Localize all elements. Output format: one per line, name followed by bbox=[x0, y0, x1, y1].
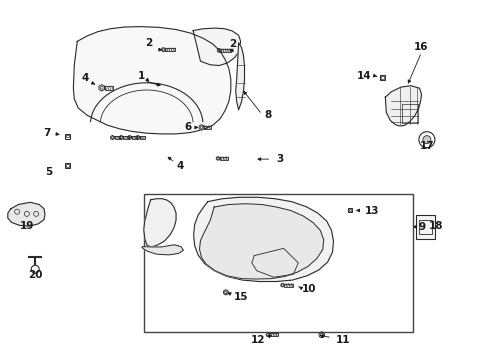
Bar bbox=[418, 220, 431, 234]
Bar bbox=[144, 194, 412, 332]
Text: 6: 6 bbox=[184, 122, 191, 132]
Text: 2: 2 bbox=[228, 39, 235, 49]
Text: 16: 16 bbox=[413, 42, 428, 52]
Polygon shape bbox=[143, 199, 176, 247]
Text: 4: 4 bbox=[81, 73, 89, 84]
Bar bbox=[379, 75, 384, 80]
Bar bbox=[140, 136, 145, 139]
Polygon shape bbox=[199, 204, 323, 279]
Bar bbox=[204, 126, 211, 129]
Polygon shape bbox=[8, 202, 45, 226]
Polygon shape bbox=[73, 27, 230, 134]
Bar bbox=[347, 208, 351, 212]
Polygon shape bbox=[235, 43, 244, 110]
Text: 11: 11 bbox=[335, 335, 349, 345]
Bar bbox=[104, 86, 113, 90]
Text: 15: 15 bbox=[233, 292, 248, 302]
Text: 7: 7 bbox=[42, 128, 50, 138]
Bar bbox=[165, 48, 175, 51]
Bar bbox=[66, 135, 69, 137]
Bar bbox=[380, 76, 383, 78]
Text: 20: 20 bbox=[28, 270, 42, 280]
Text: 1: 1 bbox=[138, 71, 145, 81]
Text: 17: 17 bbox=[419, 141, 433, 151]
Text: 19: 19 bbox=[20, 221, 34, 231]
Circle shape bbox=[422, 136, 430, 144]
Polygon shape bbox=[110, 135, 114, 140]
Text: 5: 5 bbox=[45, 167, 52, 177]
Bar bbox=[415, 215, 434, 239]
Text: 12: 12 bbox=[250, 335, 264, 345]
Text: 13: 13 bbox=[364, 206, 379, 216]
Text: 18: 18 bbox=[427, 221, 442, 231]
Text: 14: 14 bbox=[356, 71, 371, 81]
Bar bbox=[221, 49, 230, 52]
Bar bbox=[123, 136, 128, 139]
Polygon shape bbox=[142, 245, 183, 255]
Bar bbox=[401, 104, 417, 123]
Text: 10: 10 bbox=[302, 284, 316, 294]
Circle shape bbox=[31, 265, 39, 273]
Bar bbox=[131, 136, 137, 139]
Circle shape bbox=[418, 132, 434, 148]
Bar bbox=[219, 157, 228, 160]
Polygon shape bbox=[127, 135, 131, 140]
Polygon shape bbox=[119, 135, 123, 140]
Bar bbox=[114, 136, 120, 139]
Text: 9: 9 bbox=[417, 222, 425, 232]
Bar bbox=[65, 134, 70, 139]
Bar bbox=[65, 163, 70, 168]
Text: 4: 4 bbox=[176, 161, 183, 171]
Polygon shape bbox=[199, 125, 203, 130]
Polygon shape bbox=[136, 135, 140, 140]
Polygon shape bbox=[385, 86, 421, 126]
Bar bbox=[284, 284, 292, 287]
Text: 3: 3 bbox=[276, 154, 283, 164]
Polygon shape bbox=[99, 85, 104, 91]
Bar bbox=[66, 164, 69, 167]
Bar bbox=[348, 209, 350, 211]
Text: 2: 2 bbox=[145, 38, 152, 48]
Text: 8: 8 bbox=[264, 110, 271, 120]
Polygon shape bbox=[193, 28, 240, 66]
Polygon shape bbox=[193, 197, 333, 282]
Bar bbox=[269, 333, 278, 336]
